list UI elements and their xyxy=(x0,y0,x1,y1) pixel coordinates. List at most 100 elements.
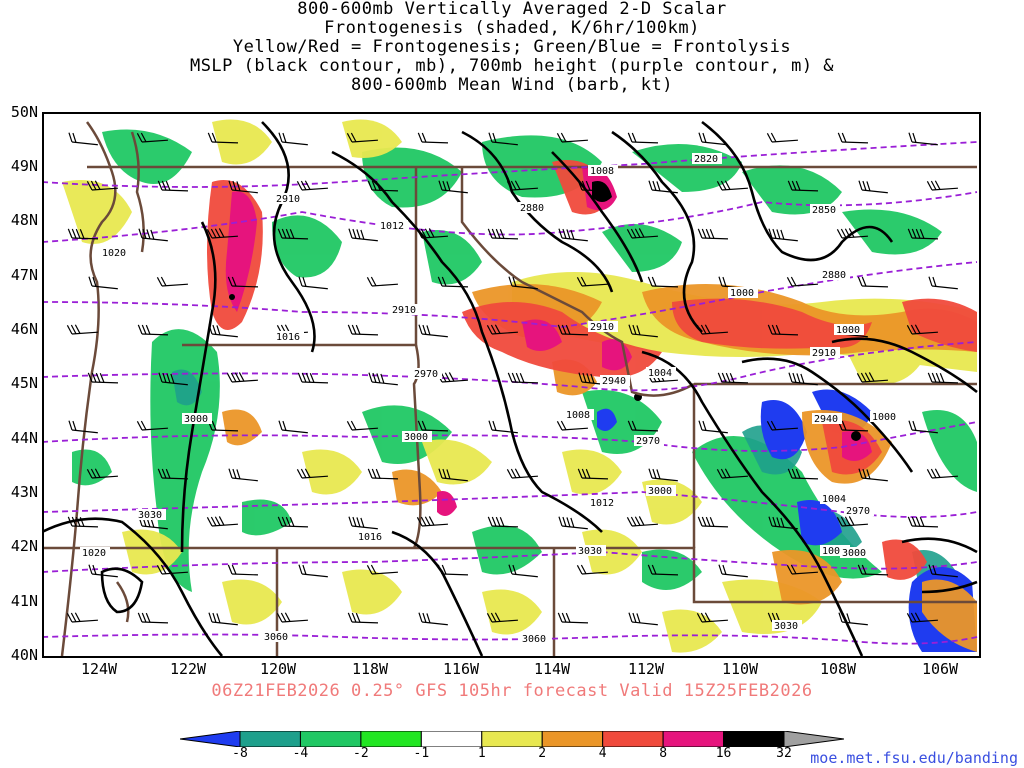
wind-barb xyxy=(928,276,958,290)
wind-barb xyxy=(856,372,888,383)
colorbar-cell xyxy=(783,731,844,747)
colorbar-cell xyxy=(662,731,725,747)
height-label: 2970 xyxy=(634,435,664,447)
mslp-label: 1004 xyxy=(820,493,850,505)
wind-barb xyxy=(506,468,538,479)
wind-barb xyxy=(837,132,869,144)
lat-label-40n: 40N xyxy=(10,646,38,664)
wind-barb xyxy=(487,516,519,528)
wind-barb xyxy=(438,180,468,194)
wind-barb xyxy=(627,420,659,432)
colorbar-label: 32 xyxy=(776,746,792,761)
wind-barb xyxy=(928,564,958,578)
wind-barb xyxy=(136,132,168,143)
wind-barb xyxy=(627,132,659,144)
wind-barb xyxy=(556,420,588,431)
wind-barb xyxy=(488,132,518,146)
wind-barb xyxy=(137,324,169,336)
lat-label-46n: 46N xyxy=(10,320,38,338)
wind-barb xyxy=(136,420,168,431)
svg-text:1008: 1008 xyxy=(822,546,846,557)
wind-barb xyxy=(626,228,658,239)
frontogenesis-map: 1008 1012 1000 1016 1020 1000 1004 1008 … xyxy=(42,119,978,656)
wind-barb xyxy=(368,372,398,386)
height-label: 3030 xyxy=(772,620,802,632)
svg-text:2880: 2880 xyxy=(520,203,544,214)
chart-title: 800-600mb Vertically Averaged 2-D Scalar… xyxy=(0,0,1024,95)
lon-label-120w: 120W xyxy=(259,660,297,678)
svg-text:1000: 1000 xyxy=(872,412,896,423)
lat-label-48n: 48N xyxy=(10,211,38,229)
wind-barb xyxy=(576,564,608,575)
lat-label-42n: 42N xyxy=(10,537,38,555)
height-label: 3000 xyxy=(840,547,870,559)
wind-barb xyxy=(716,468,748,479)
wind-barb xyxy=(648,468,678,482)
wind-barb xyxy=(298,276,328,290)
wind-barb xyxy=(437,276,469,288)
height-label: 2880 xyxy=(518,202,548,214)
mslp-label: 1000 xyxy=(728,287,758,299)
wind-barb xyxy=(88,276,118,290)
mslp-label: 1016 xyxy=(356,531,386,543)
mslp-label: 1012 xyxy=(588,497,618,509)
wind-barb xyxy=(438,468,468,482)
wind-barb xyxy=(766,132,798,143)
wind-barb xyxy=(86,468,118,479)
svg-text:1004: 1004 xyxy=(648,368,672,379)
wind-barb xyxy=(208,324,238,338)
lon-label-112w: 112W xyxy=(627,660,665,678)
height-label: 2910 xyxy=(588,321,618,333)
wind-barb xyxy=(67,228,99,240)
svg-text:3060: 3060 xyxy=(522,634,546,645)
colorbar-label: -1 xyxy=(413,746,430,761)
svg-text:3030: 3030 xyxy=(774,621,798,632)
svg-text:3000: 3000 xyxy=(184,414,208,425)
wind-barb xyxy=(226,372,258,383)
colorbar-label: 8 xyxy=(659,746,668,761)
wind-barb xyxy=(158,372,188,386)
wind-barb xyxy=(417,420,449,432)
wind-barb xyxy=(138,228,168,242)
wind-barb xyxy=(276,612,308,623)
colorbar-label: 4 xyxy=(598,746,607,761)
height-label: 3000 xyxy=(646,485,676,497)
svg-text:2970: 2970 xyxy=(636,436,660,447)
colorbar xyxy=(180,731,844,747)
mslp-label: 1016 xyxy=(274,331,304,343)
wind-barb xyxy=(628,612,658,626)
svg-text:2850: 2850 xyxy=(812,205,836,216)
wind-barb xyxy=(577,468,609,480)
valid-time-label: 06Z21FEB2026 0.25° GFS 105hr forecast Va… xyxy=(211,681,813,701)
wind-barb xyxy=(858,180,888,194)
wind-barb xyxy=(208,612,238,626)
wind-barb xyxy=(278,132,308,146)
wind-barb xyxy=(576,276,608,287)
svg-text:3000: 3000 xyxy=(404,432,428,443)
lon-label-124w: 124W xyxy=(80,660,118,678)
lat-label-44n: 44N xyxy=(10,429,38,447)
svg-text:3000: 3000 xyxy=(648,486,672,497)
mslp-label: 1020 xyxy=(100,247,130,259)
wind-barb xyxy=(277,228,309,240)
wind-barb xyxy=(787,180,819,192)
wind-barbs xyxy=(66,132,959,626)
wind-barb xyxy=(346,132,378,143)
wind-barb xyxy=(296,468,328,479)
wind-barb xyxy=(926,180,958,191)
wind-barb xyxy=(696,612,728,623)
wind-barb xyxy=(347,324,379,336)
wind-barb xyxy=(88,564,118,578)
credit-url[interactable]: moe.met.fsu.edu/banding xyxy=(810,749,1018,767)
wind-barb xyxy=(508,564,538,578)
colorbar-cell xyxy=(360,731,422,747)
svg-text:2970: 2970 xyxy=(846,506,870,517)
wind-barb xyxy=(507,372,539,384)
wind-barb xyxy=(298,564,328,578)
wind-barb xyxy=(416,228,448,239)
mslp-label: 1000 xyxy=(870,411,900,423)
lat-label-41n: 41N xyxy=(10,592,38,610)
wind-barb xyxy=(157,468,189,480)
wind-barb xyxy=(486,612,518,623)
svg-text:1016: 1016 xyxy=(276,332,300,343)
